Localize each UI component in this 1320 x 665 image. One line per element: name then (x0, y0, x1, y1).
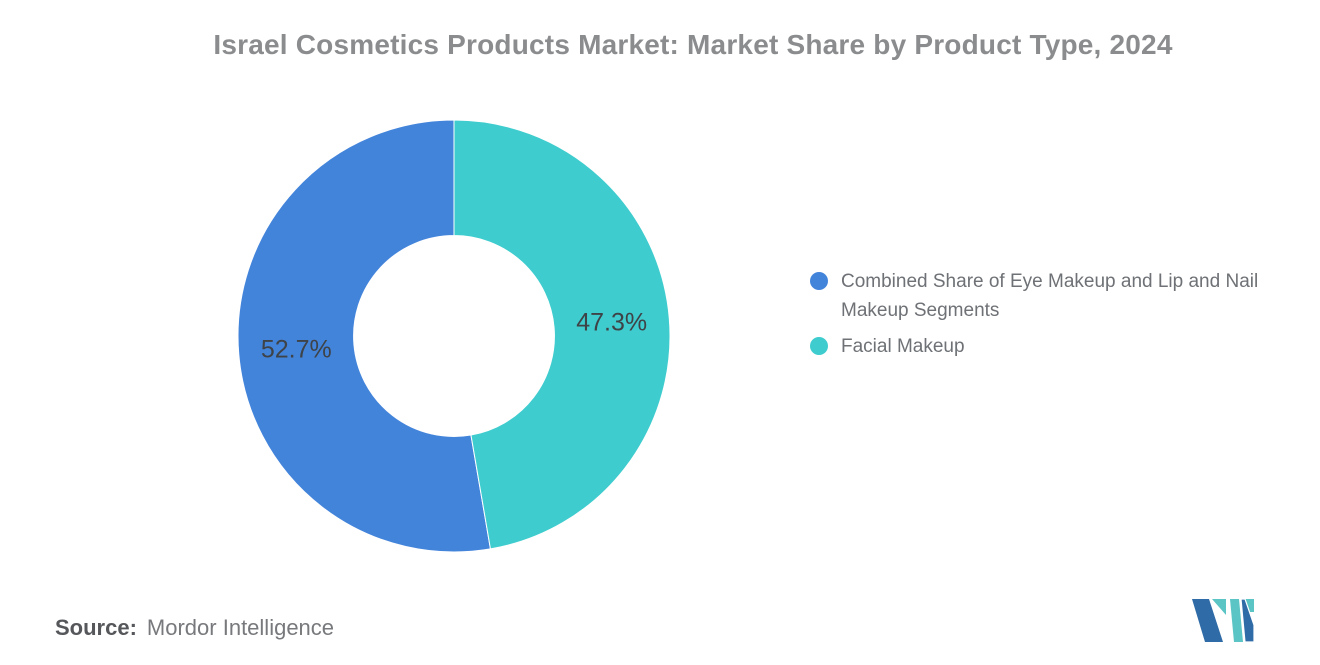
source-note: Source: Mordor Intelligence (55, 615, 334, 641)
source-value: Mordor Intelligence (146, 615, 335, 640)
mordor-intelligence-logo (1192, 599, 1254, 642)
legend-label: Combined Share of Eye Makeup and Lip and… (841, 271, 1259, 321)
source-label: Source: (55, 615, 137, 640)
data-label-0: 52.7% (261, 335, 332, 363)
donut-slice-0[interactable] (237, 119, 492, 553)
legend-item-facial-makeup[interactable]: Facial Makeup (810, 332, 1290, 361)
donut-chart: 52.7% 47.3% (237, 119, 671, 553)
legend-marker-circle (810, 337, 828, 355)
logo-left-stroke (1192, 599, 1223, 642)
chart-title: Israel Cosmetics Products Market: Market… (213, 29, 1173, 60)
legend-item-combined-share[interactable]: Combined Share of Eye Makeup and Lip and… (810, 267, 1290, 325)
data-label-1: 47.3% (576, 309, 647, 337)
legend: Combined Share of Eye Makeup and Lip and… (810, 267, 1290, 368)
donut-slice-1[interactable] (453, 119, 671, 550)
logo-right-stroke (1240, 599, 1254, 642)
logo-notch-triangle (1212, 599, 1226, 615)
logo-mid-stroke (1230, 599, 1243, 642)
legend-label: Facial Makeup (841, 336, 965, 357)
legend-marker-circle (810, 272, 828, 290)
